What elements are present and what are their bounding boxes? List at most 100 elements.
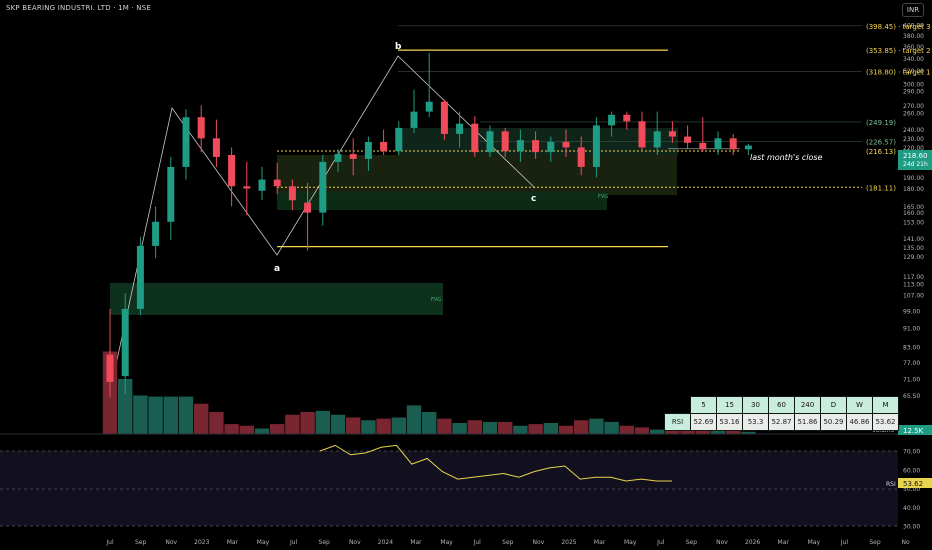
price-tick: 400.00 <box>903 23 924 30</box>
time-tick: Mar <box>410 539 422 546</box>
volume-bar <box>178 396 194 434</box>
last-close-note: last month's close <box>750 153 823 162</box>
candle-body <box>608 114 616 126</box>
time-tick: Nov <box>349 539 361 546</box>
price-tick: 83.00 <box>903 345 920 352</box>
price-tick: 113.00 <box>903 281 924 288</box>
volume-bar <box>498 421 513 434</box>
price-tick: 300.00 <box>903 81 924 88</box>
volume-bar <box>209 412 224 434</box>
time-tick: Sep <box>502 539 514 546</box>
candle-body <box>334 154 342 162</box>
level-label: (216.13) <box>866 148 896 156</box>
rsi-table-corner <box>665 397 691 414</box>
fvg-label: FVG <box>431 297 441 303</box>
time-tick: Sep <box>686 539 698 546</box>
time-tick: Nov <box>165 539 177 546</box>
volume-bar <box>391 417 406 434</box>
volume-bar <box>118 379 133 434</box>
candle-body <box>304 202 312 213</box>
rsi-tick: 50.00 <box>903 486 920 493</box>
time-tick: Jul <box>656 539 665 546</box>
rsi-table-timeframe: 60 <box>768 396 795 414</box>
price-tick: 65.50 <box>903 393 920 400</box>
candle-body <box>562 141 570 148</box>
wave-lines <box>109 55 536 393</box>
price-tick: 117.00 <box>903 274 924 281</box>
rsi-tick: 30.00 <box>903 524 920 531</box>
volume-value: 12.5K <box>903 427 924 435</box>
volume-bar <box>665 429 680 434</box>
price-tick: 230.00 <box>903 136 924 143</box>
rsi-table-value: 53.3 <box>742 413 769 431</box>
last-price: 218.60 <box>903 152 928 160</box>
candle-body <box>501 131 509 152</box>
level-label: (226.57) <box>866 138 896 146</box>
currency-button[interactable]: INR <box>902 3 924 17</box>
rsi-tick: 60.00 <box>903 467 920 474</box>
candle-body <box>638 121 646 148</box>
time-tick: 2026 <box>745 539 760 546</box>
price-tick: 290.00 <box>903 88 924 95</box>
price-tick: 220.00 <box>903 145 924 152</box>
time-tick: Mar <box>778 539 790 546</box>
rsi-table-timeframe: 240 <box>794 396 821 414</box>
candle-body <box>699 142 707 150</box>
price-tick: 320.00 <box>903 68 924 75</box>
time-tick: No <box>902 539 910 546</box>
time-tick: May <box>808 539 821 546</box>
time-tick: Jul <box>473 539 482 546</box>
rsi-table-timeframe: 15 <box>716 396 743 414</box>
price-tick: 380.00 <box>903 33 924 40</box>
wave-label-c: c <box>531 194 536 204</box>
time-tick: 2025 <box>561 539 576 546</box>
rsi-table-values: RSI 52.69 53.16 53.3 52.87 51.86 50.29 46.86 53… <box>664 413 899 431</box>
candle-body <box>440 101 448 134</box>
time-tick: Sep <box>319 539 331 546</box>
time-tick: May <box>440 539 453 546</box>
candles <box>106 52 752 398</box>
price-tick: 141.00 <box>903 236 924 243</box>
candle-body <box>471 123 479 153</box>
time-tick: Jul <box>840 539 849 546</box>
volume-bar <box>239 425 254 434</box>
candle-body <box>714 138 722 150</box>
rsi-table-value: 53.62 <box>872 413 899 431</box>
volume-bar <box>543 423 558 434</box>
volume-bar <box>422 412 437 434</box>
candle-body <box>729 138 737 150</box>
rsi-pane: 70.00 60.00 50.00 40.00 30.00 <box>0 433 920 531</box>
level-label: (398.45) · target 3 <box>866 23 931 31</box>
candle-body <box>592 125 600 167</box>
last-price-tag <box>898 150 932 170</box>
volume-bar <box>300 412 315 434</box>
price-tick: 107.00 <box>903 293 924 300</box>
price-tick: 153.00 <box>903 219 924 226</box>
candle-body <box>228 155 236 187</box>
rsi-table-timeframe: M <box>872 396 899 414</box>
rsi-table-header: 5 15 30 60 240 D W M <box>665 396 899 414</box>
candle-body <box>273 179 281 187</box>
rsi-table-timeframe: 5 <box>690 396 717 414</box>
level-label: (318.80) · target 1 <box>866 68 931 76</box>
volume-bar <box>285 414 300 434</box>
candle-body <box>288 186 296 201</box>
volume-bar <box>437 418 452 434</box>
price-tick: 71.00 <box>903 377 920 384</box>
volume-bar <box>482 421 498 434</box>
wave-path <box>109 55 536 393</box>
candle-body <box>167 166 175 222</box>
price-tick: 360.00 <box>903 44 924 51</box>
candle-body <box>532 140 540 153</box>
time-tick: Sep <box>135 539 147 546</box>
fvg-zone-lower <box>110 283 443 315</box>
price-tick: 340.00 <box>903 56 924 63</box>
volume-bar <box>650 429 665 434</box>
candle-body <box>653 131 661 148</box>
level-label: (249.19) <box>866 119 896 127</box>
volume-bar <box>361 420 376 434</box>
time-tick: Nov <box>533 539 545 546</box>
rsi-table-value: 53.16 <box>716 413 743 431</box>
candle-body <box>456 123 464 134</box>
